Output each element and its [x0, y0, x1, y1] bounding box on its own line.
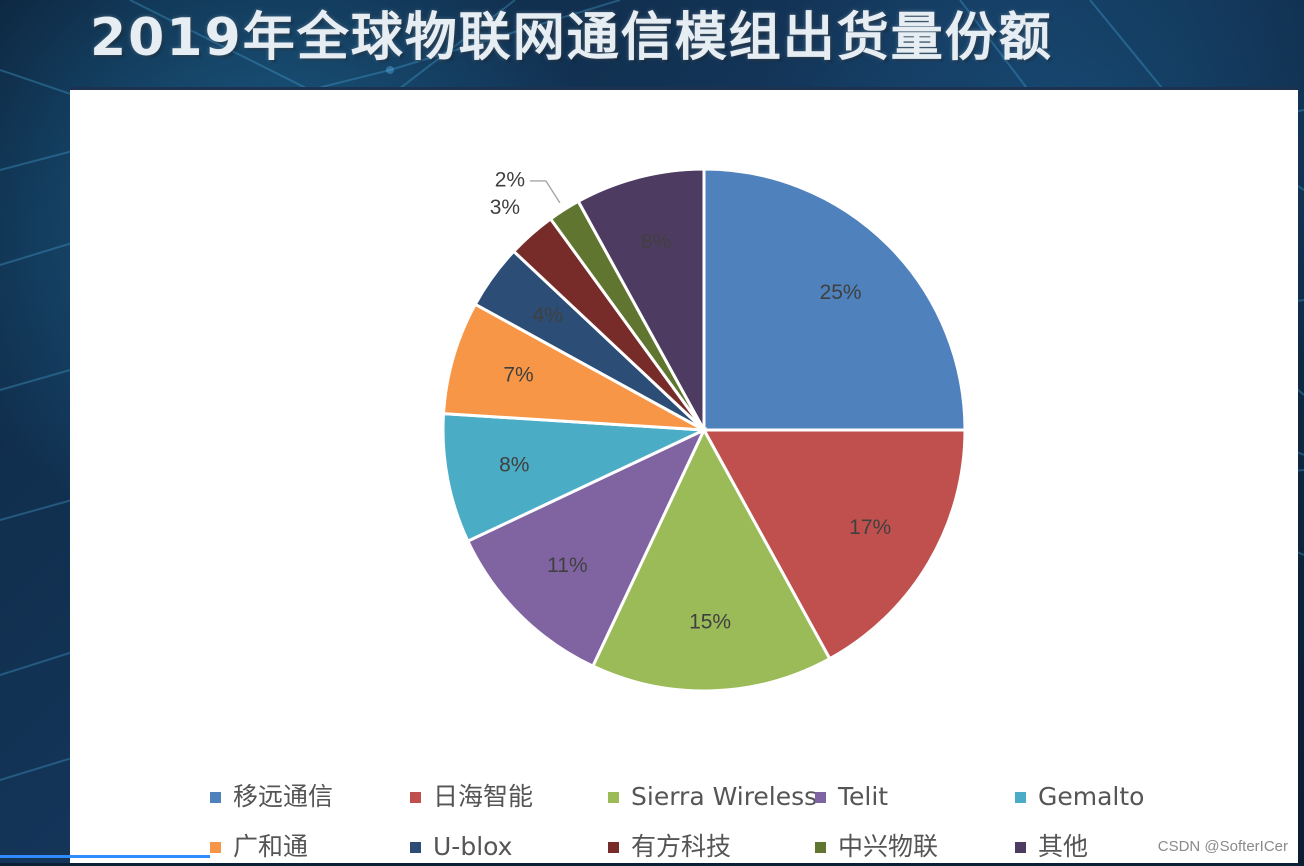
- legend-item-2: 日海智能: [410, 780, 533, 814]
- pie-data-label-6: 7%: [503, 364, 533, 387]
- legend-label: 有方科技: [631, 832, 732, 861]
- legend-swatch: [410, 791, 421, 803]
- pie-leader-lines: [529, 180, 561, 204]
- legend-swatch: [815, 841, 826, 853]
- legend-item-4: Telit: [815, 780, 888, 814]
- pie-data-label-4: 11%: [547, 554, 587, 577]
- pie-data-label-3: 15%: [689, 611, 731, 634]
- legend-swatch: [815, 791, 826, 803]
- legend-swatch: [410, 841, 421, 853]
- legend-label: Sierra Wireless: [631, 782, 818, 811]
- pie-slice-6: [441, 302, 705, 432]
- pie-slice-2: [701, 428, 967, 661]
- legend-item-3: Sierra Wireless: [608, 780, 817, 814]
- pie-slice-3: [590, 426, 832, 693]
- pie-data-label-7: 4%: [533, 304, 563, 327]
- legend-label: 广和通: [233, 832, 309, 861]
- legend-label: Telit: [838, 782, 889, 811]
- legend-item-7: U-blox: [410, 830, 512, 864]
- pie-data-labels: 25% 17% 15% 11% 8% 7% 4% 3% 2% 8%: [490, 168, 891, 633]
- pie-data-label-9: 2%: [495, 168, 525, 191]
- pie-data-label-2: 17%: [849, 516, 891, 539]
- chart-panel: 25% 17% 15% 11% 8% 7% 4% 3% 2% 8% 移远通信 日海智能 Sierra …: [70, 87, 1298, 863]
- pie-leader-line-9: [529, 180, 561, 204]
- legend-label: 日海智能: [433, 782, 534, 811]
- legend-label: Gemalto: [1038, 782, 1145, 811]
- pie-data-label-5: 8%: [499, 454, 529, 477]
- playback-progress-line: [0, 855, 210, 858]
- legend-swatch: [608, 841, 619, 853]
- legend-item-1: 移远通信: [210, 780, 333, 814]
- legend-label: 中兴物联: [838, 832, 939, 861]
- pie-data-label-8: 3%: [490, 196, 520, 219]
- pie-data-label-10: 8%: [641, 230, 671, 253]
- legend-item-8: 有方科技: [608, 830, 731, 864]
- legend-swatch: [1015, 791, 1026, 803]
- pie-slices: [441, 167, 967, 693]
- legend-item-5: Gemalto: [1015, 780, 1144, 814]
- pie-slice-1: [702, 167, 967, 432]
- legend-label: U-blox: [433, 832, 513, 861]
- legend-label: 其他: [1038, 832, 1089, 861]
- legend-swatch: [210, 791, 221, 803]
- pie-data-label-1: 25%: [820, 281, 862, 304]
- pie-slice-10: [576, 167, 706, 431]
- legend-item-9: 中兴物联: [815, 830, 938, 864]
- legend-item-10: 其他: [1015, 830, 1088, 864]
- watermark: CSDN @SofterICer: [1157, 838, 1288, 855]
- slide-title: 2019年全球物联网通信模组出货量份额: [90, 8, 1053, 68]
- legend-swatch: [1015, 841, 1026, 853]
- pie-slice-5: [441, 412, 705, 544]
- legend-label: 移远通信: [233, 782, 334, 811]
- pie-slice-4: [465, 426, 708, 669]
- pie-chart: 25% 17% 15% 11% 8% 7% 4% 3% 2% 8%: [441, 167, 967, 693]
- legend-item-6: 广和通: [210, 830, 308, 864]
- legend-swatch: [210, 841, 221, 853]
- legend-swatch: [608, 791, 619, 803]
